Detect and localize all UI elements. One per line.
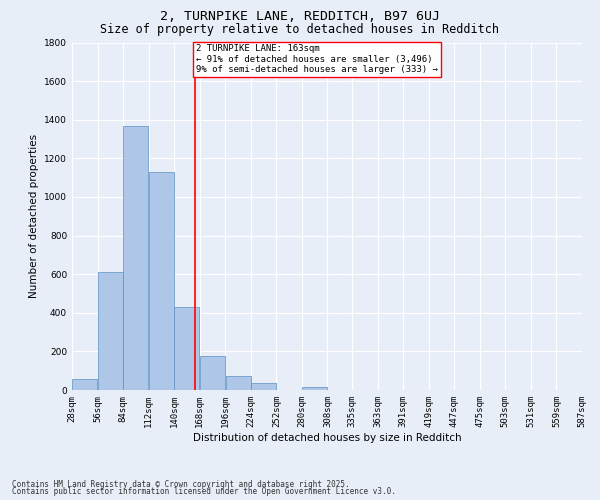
Bar [251, 383, 276, 390]
Text: 2, TURNPIKE LANE, REDDITCH, B97 6UJ: 2, TURNPIKE LANE, REDDITCH, B97 6UJ [160, 10, 440, 23]
Bar [200, 356, 225, 390]
Y-axis label: Number of detached properties: Number of detached properties [29, 134, 38, 298]
Bar [98, 272, 123, 390]
X-axis label: Distribution of detached houses by size in Redditch: Distribution of detached houses by size … [193, 432, 461, 442]
Bar [72, 380, 97, 390]
Text: Contains HM Land Registry data © Crown copyright and database right 2025.: Contains HM Land Registry data © Crown c… [12, 480, 350, 489]
Bar [226, 376, 251, 390]
Bar [124, 126, 148, 390]
Bar [149, 172, 174, 390]
Text: 2 TURNPIKE LANE: 163sqm
← 91% of detached houses are smaller (3,496)
9% of semi-: 2 TURNPIKE LANE: 163sqm ← 91% of detache… [196, 44, 438, 74]
Bar [302, 387, 327, 390]
Bar [175, 307, 199, 390]
Text: Contains public sector information licensed under the Open Government Licence v3: Contains public sector information licen… [12, 487, 396, 496]
Text: Size of property relative to detached houses in Redditch: Size of property relative to detached ho… [101, 22, 499, 36]
